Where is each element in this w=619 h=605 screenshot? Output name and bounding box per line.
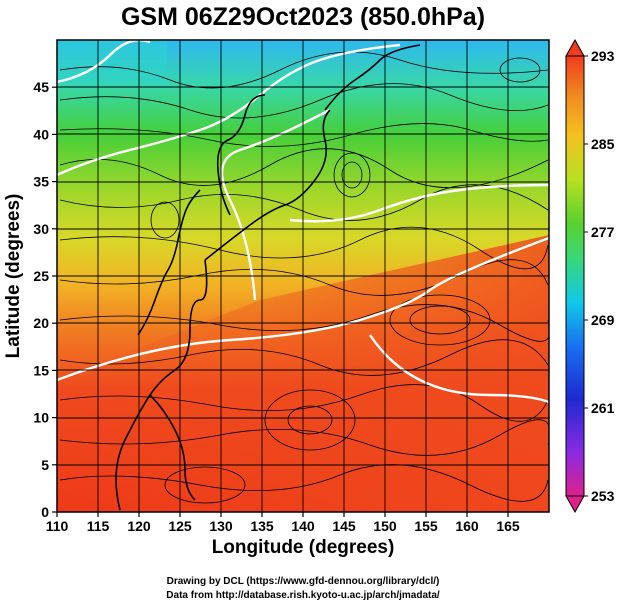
x-tick-label: 125 — [168, 518, 192, 534]
x-tick-label: 115 — [87, 518, 110, 534]
map-title: GSM 06Z29Oct2023 (850.0hPa) — [121, 3, 485, 31]
x-tick-label: 140 — [291, 518, 315, 534]
y-tick-label: 20 — [33, 315, 49, 331]
y-tick-label: 45 — [33, 79, 49, 95]
x-tick-label: 160 — [455, 518, 479, 534]
y-axis: 0 5 10 15 20 25 30 35 40 45 — [33, 79, 57, 520]
colorbar-label: 285 — [591, 136, 615, 152]
x-tick-label: 155 — [414, 518, 438, 534]
x-tick-label: 120 — [127, 518, 151, 534]
y-tick-label: 15 — [33, 362, 49, 378]
colorbar-ticks: 293 285 277 269 261 253 — [584, 48, 615, 504]
colorbar-label: 293 — [591, 48, 615, 64]
colorbar-label: 253 — [591, 488, 615, 504]
y-tick-label: 0 — [41, 504, 49, 520]
colorbar-label: 277 — [591, 224, 615, 240]
y-tick-label: 10 — [33, 410, 49, 426]
colorbar-max-arrow — [565, 38, 585, 57]
colorbar: 293 285 277 269 261 253 — [565, 38, 615, 514]
x-axis: 110 115 120 125 130 135 140 145 150 155 160 165 — [46, 512, 520, 534]
y-tick-label: 5 — [41, 457, 49, 473]
map-grid — [57, 40, 549, 512]
y-tick-label: 30 — [33, 221, 49, 237]
y-tick-label: 35 — [33, 174, 49, 190]
plot-area — [57, 40, 549, 512]
x-tick-label: 135 — [250, 518, 274, 534]
x-tick-label: 150 — [373, 518, 397, 534]
x-tick-label: 145 — [332, 518, 356, 534]
colorbar-min-arrow — [565, 495, 585, 514]
credit-drawing: Drawing by DCL (https://www.gfd-dennou.o… — [167, 576, 440, 587]
x-tick-label: 110 — [46, 518, 69, 534]
contour-lines — [57, 40, 549, 404]
y-tick-label: 40 — [33, 126, 49, 142]
colorbar-label: 269 — [591, 312, 615, 328]
colorbar-gradient — [565, 55, 585, 497]
colorbar-label: 261 — [591, 400, 615, 416]
x-tick-label: 130 — [209, 518, 233, 534]
streamlines — [59, 51, 549, 504]
y-axis-label: Latitude (degrees) — [3, 194, 24, 359]
x-tick-label: 165 — [496, 518, 520, 534]
x-axis-label: Longitude (degrees) — [212, 537, 395, 558]
y-tick-label: 25 — [33, 268, 49, 284]
credit-data: Data from http://database.rish.kyoto-u.a… — [166, 590, 440, 601]
